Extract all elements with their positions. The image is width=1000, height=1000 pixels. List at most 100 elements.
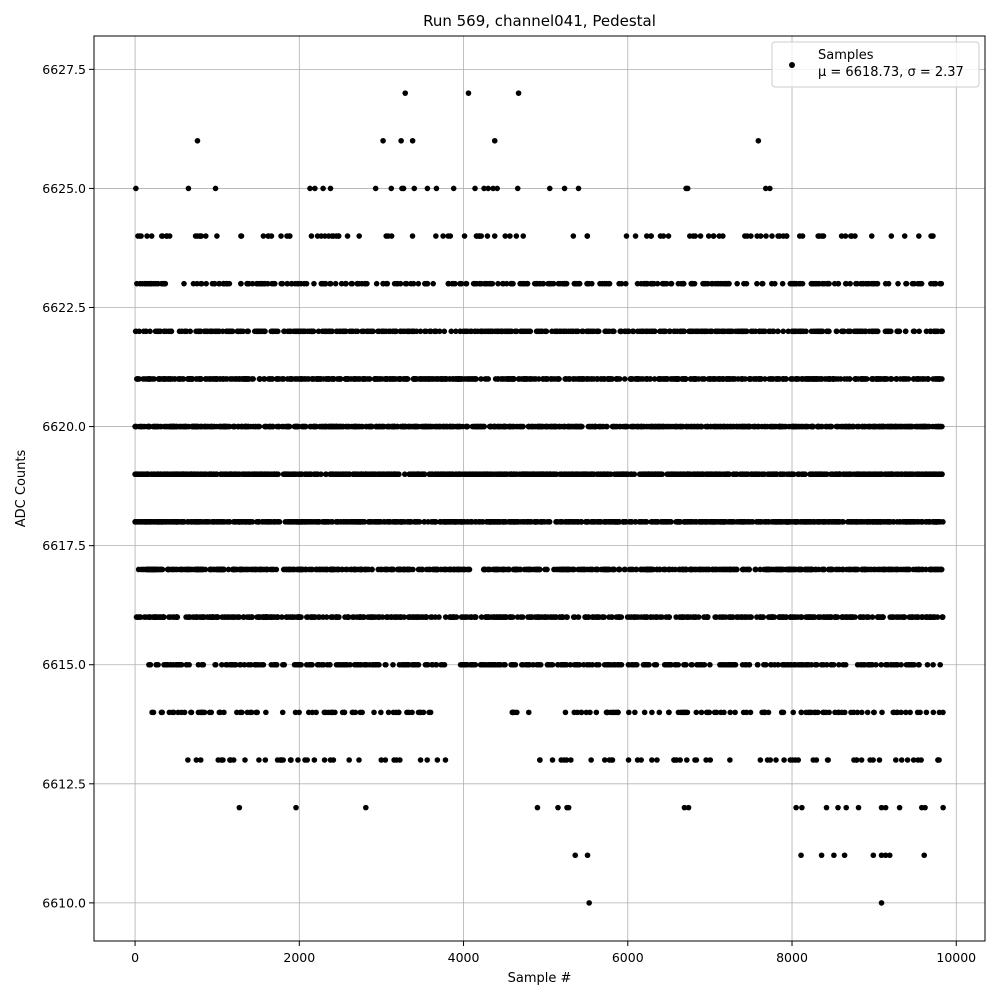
data-point bbox=[644, 376, 651, 382]
data-point bbox=[525, 519, 531, 525]
data-point bbox=[735, 328, 742, 335]
data-point bbox=[671, 328, 677, 335]
data-point bbox=[671, 471, 677, 478]
data-point bbox=[487, 423, 494, 430]
data-point bbox=[269, 328, 276, 335]
data-point bbox=[594, 471, 600, 478]
data-point bbox=[354, 280, 361, 287]
data-point bbox=[514, 185, 521, 192]
data-point bbox=[799, 471, 805, 478]
data-point bbox=[139, 280, 146, 287]
data-point bbox=[339, 566, 346, 573]
data-point bbox=[473, 471, 480, 478]
data-point bbox=[362, 471, 369, 478]
data-point bbox=[315, 519, 322, 525]
data-point bbox=[790, 376, 796, 382]
data-point bbox=[917, 280, 923, 287]
data-point bbox=[754, 280, 760, 287]
data-point bbox=[344, 233, 351, 239]
data-point bbox=[627, 376, 634, 382]
data-point bbox=[587, 328, 594, 335]
data-point bbox=[311, 423, 317, 430]
data-point bbox=[825, 519, 832, 525]
data-point bbox=[321, 280, 327, 287]
data-point bbox=[363, 804, 369, 811]
data-point bbox=[887, 376, 894, 382]
data-point bbox=[546, 185, 553, 192]
data-point bbox=[274, 376, 281, 382]
data-point bbox=[198, 280, 204, 287]
data-point bbox=[665, 423, 672, 430]
data-point bbox=[490, 185, 496, 192]
data-point bbox=[218, 519, 225, 525]
data-point bbox=[759, 280, 765, 287]
data-point bbox=[868, 233, 875, 239]
data-point bbox=[209, 280, 216, 287]
data-point bbox=[192, 423, 199, 430]
data-point bbox=[333, 423, 340, 430]
data-point bbox=[844, 376, 850, 382]
data-point bbox=[327, 280, 333, 287]
data-point bbox=[902, 471, 908, 478]
data-point bbox=[352, 376, 358, 382]
data-point bbox=[161, 519, 167, 525]
data-point bbox=[321, 519, 327, 525]
data-point bbox=[376, 471, 383, 478]
data-point bbox=[198, 376, 204, 382]
data-point bbox=[156, 376, 162, 382]
data-point bbox=[654, 519, 661, 525]
data-point bbox=[398, 137, 404, 144]
data-point bbox=[513, 233, 520, 239]
data-point bbox=[714, 328, 721, 335]
data-point bbox=[147, 328, 153, 335]
data-point bbox=[720, 233, 726, 239]
data-point bbox=[555, 280, 562, 287]
data-point bbox=[394, 280, 401, 287]
data-point bbox=[855, 423, 862, 430]
data-point bbox=[500, 280, 507, 287]
data-point bbox=[893, 376, 899, 382]
data-point bbox=[230, 376, 236, 382]
data-point bbox=[851, 328, 858, 335]
data-point bbox=[446, 376, 453, 382]
data-point bbox=[667, 328, 673, 335]
data-point bbox=[348, 376, 354, 382]
data-point bbox=[409, 328, 415, 335]
data-point bbox=[463, 280, 470, 287]
data-point bbox=[744, 566, 751, 573]
data-point bbox=[654, 423, 661, 430]
data-point bbox=[485, 376, 492, 382]
data-point bbox=[244, 280, 251, 287]
data-point bbox=[356, 519, 362, 525]
data-point bbox=[862, 423, 869, 430]
data-point bbox=[323, 376, 330, 382]
data-point bbox=[308, 233, 315, 239]
data-point bbox=[423, 280, 430, 287]
data-point bbox=[833, 328, 840, 335]
data-point bbox=[894, 519, 900, 525]
data-point bbox=[820, 519, 826, 525]
data-point bbox=[573, 328, 580, 335]
data-point bbox=[373, 280, 380, 287]
data-point bbox=[548, 376, 554, 382]
data-point bbox=[181, 328, 188, 335]
data-point bbox=[254, 328, 261, 335]
data-point bbox=[482, 280, 489, 287]
data-point bbox=[502, 233, 509, 239]
data-point bbox=[636, 471, 643, 478]
data-point bbox=[596, 423, 602, 430]
data-point bbox=[144, 233, 150, 239]
data-point bbox=[492, 376, 499, 382]
data-point bbox=[716, 566, 723, 573]
data-point bbox=[762, 376, 768, 382]
data-point bbox=[408, 519, 415, 525]
data-point bbox=[616, 280, 622, 287]
data-point bbox=[575, 471, 581, 478]
data-point bbox=[864, 280, 871, 287]
data-point bbox=[432, 328, 438, 335]
data-point bbox=[388, 233, 395, 239]
data-point bbox=[473, 376, 479, 382]
data-point bbox=[343, 280, 349, 287]
data-point bbox=[538, 519, 545, 525]
